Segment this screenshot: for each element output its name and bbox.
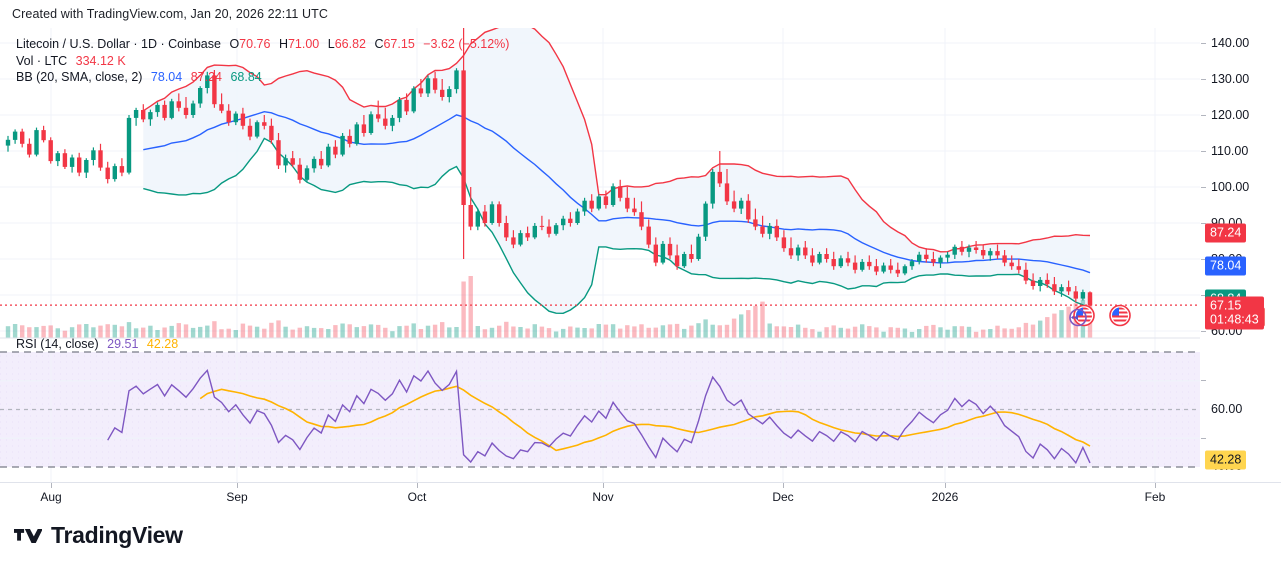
price-tick-mark: [1201, 259, 1206, 260]
price-tick-label: 100.00: [1211, 180, 1250, 194]
earnings-marker[interactable]: [1068, 308, 1088, 333]
current-price-value: 67.15: [1210, 298, 1242, 313]
time-tick-mark: [603, 483, 604, 488]
price-tick-label: 130.00: [1211, 72, 1250, 86]
price-tick-mark: [1201, 295, 1206, 296]
price-tick-label: 120.00: [1211, 108, 1250, 122]
time-axis[interactable]: Aug Sep Oct Nov Dec 2026 Feb: [0, 482, 1281, 510]
credit-line: Created with TradingView.com, Jan 20, 20…: [12, 7, 329, 21]
tradingview-logo-icon: [14, 528, 42, 543]
rsi-tick-label: 60.00: [1211, 401, 1243, 416]
price-tick-mark: [1201, 79, 1206, 80]
time-tick-mark: [945, 483, 946, 488]
price-tick-mark: [1201, 331, 1206, 332]
price-tick-mark: [1201, 223, 1206, 224]
rsi-tick-mark: [1201, 437, 1206, 439]
price-axis[interactable]: 140.00130.00120.00110.00100.0090.0080.00…: [1201, 28, 1281, 510]
bb-fill: [143, 28, 1090, 314]
price-tick-mark: [1201, 187, 1206, 188]
time-tick-label: Dec: [772, 490, 794, 504]
time-tick-label: Nov: [592, 490, 614, 504]
price-tick-label: 140.00: [1211, 36, 1250, 50]
economic-event-flag-2[interactable]: [1109, 304, 1131, 332]
price-tick-label: 110.00: [1211, 144, 1249, 158]
time-tick-mark: [783, 483, 784, 488]
rsi-ma-tag[interactable]: 42.28: [1205, 450, 1247, 470]
bb-upper-line: [142, 28, 1091, 253]
bb-upper-tag[interactable]: 87.24: [1205, 223, 1247, 243]
bar-countdown: 01:48:43: [1210, 312, 1259, 327]
tradingview-logo-text: TradingView: [51, 522, 183, 548]
time-tick-label: 2026: [931, 490, 959, 504]
time-tick-mark: [51, 483, 52, 488]
time-tick-label: Aug: [40, 490, 62, 504]
current-price-tag[interactable]: 67.15 01:48:43: [1205, 296, 1264, 330]
chart-area[interactable]: Litecoin / U.S. Dollar · 1D · Coinbase O…: [0, 28, 1281, 510]
time-tick-label: Feb: [1144, 490, 1166, 504]
rsi-line: [107, 368, 1091, 465]
price-tick-mark: [1201, 115, 1206, 116]
time-tick-label: Oct: [407, 490, 427, 504]
chart-canvas[interactable]: [0, 28, 1281, 510]
rsi-tick-mark: [1201, 380, 1206, 381]
price-tick-mark: [1201, 43, 1206, 44]
footer: TradingView: [0, 510, 1281, 571]
tradingview-logo: TradingView: [14, 522, 183, 549]
time-tick-mark: [1155, 483, 1156, 488]
time-tick-mark: [417, 483, 418, 488]
time-tick-mark: [237, 483, 238, 488]
bb-basis-tag[interactable]: 78.04: [1205, 256, 1247, 276]
price-tick-mark: [1201, 151, 1206, 152]
candlestick-series: [5, 28, 1093, 307]
time-tick-label: Sep: [226, 490, 248, 504]
economic-event-flag-1[interactable]: [1073, 304, 1095, 332]
rsi-ma-line: [199, 385, 1091, 452]
